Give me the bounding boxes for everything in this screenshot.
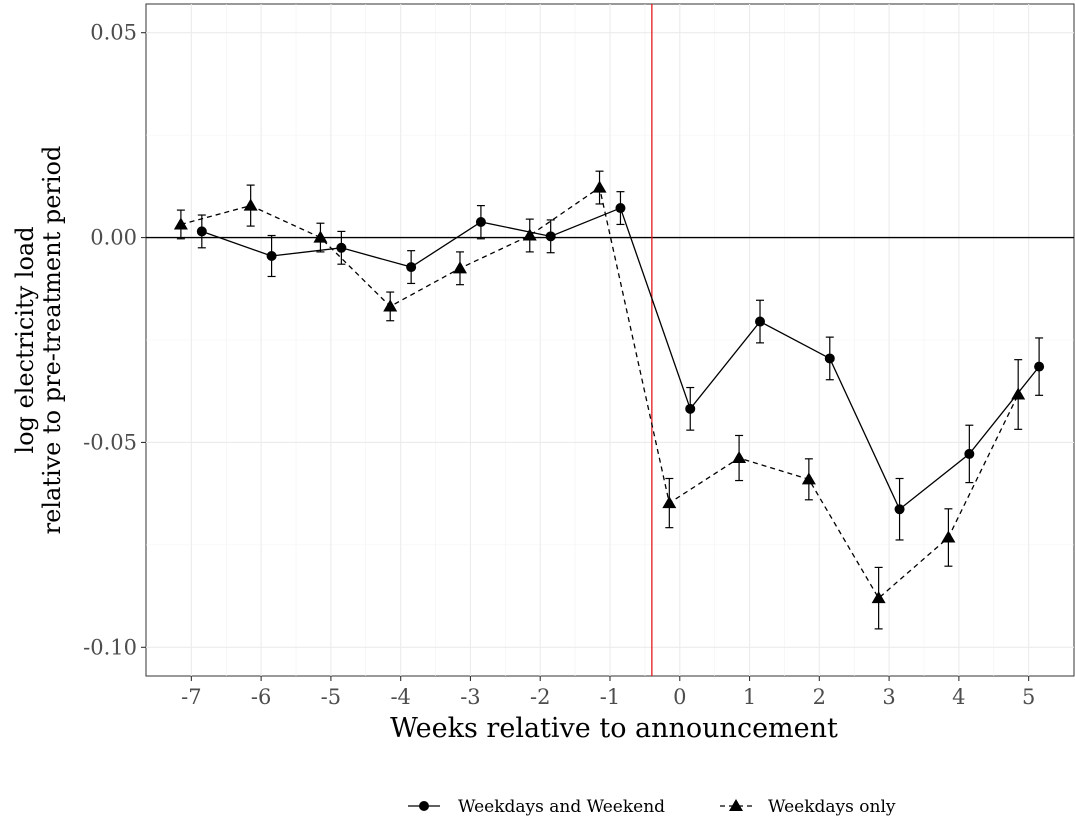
- data-point: [522, 228, 537, 241]
- data-point: [266, 251, 277, 261]
- y-axis-title-line2: relative to pre-treatment period: [38, 146, 66, 535]
- y-tick-label: 0.00: [90, 226, 137, 250]
- data-point: [871, 591, 886, 604]
- x-tick-label: -5: [321, 685, 341, 709]
- data-point: [452, 261, 467, 274]
- data-point: [475, 216, 486, 227]
- axis-layer: -7 -6 -5 -4 -3 -2 -1 0 1 2 3 4 5 0.05 0.00 -0.05 -0.10: [83, 21, 1035, 709]
- data-point: [1011, 387, 1026, 400]
- y-tick-label: -0.05: [83, 430, 137, 454]
- data-point: [196, 226, 207, 237]
- data-point: [243, 198, 258, 211]
- x-tick-label: -4: [390, 685, 410, 709]
- x-tick-label: 5: [1022, 685, 1035, 709]
- legend-label: Weekdays only: [768, 797, 896, 817]
- legend-item-triangle: Weekdays only: [720, 797, 896, 817]
- data-point: [1034, 361, 1045, 372]
- series-circle: [196, 191, 1045, 541]
- data-point: [592, 180, 607, 193]
- data-point: [755, 316, 766, 327]
- x-axis-title: Weeks relative to announcement: [390, 713, 838, 744]
- y-axis-title: log electricity load relative to pre-tre…: [11, 146, 66, 535]
- x-tick-label: 1: [743, 685, 756, 709]
- data-point: [406, 262, 417, 273]
- x-tick-label: 4: [952, 685, 965, 709]
- data-point: [941, 530, 956, 543]
- y-axis-title-line1: log electricity load: [11, 226, 39, 453]
- data-point: [964, 448, 975, 459]
- data-point: [732, 451, 747, 464]
- data-point: [383, 299, 398, 312]
- legend-label: Weekdays and Weekend: [458, 797, 665, 817]
- x-tick-label: 0: [673, 685, 686, 709]
- data-point: [801, 472, 816, 485]
- y-tick-label: -0.10: [83, 635, 137, 659]
- series-layer: [173, 170, 1045, 630]
- x-tick-label: 2: [813, 685, 826, 709]
- x-tick-label: 3: [882, 685, 895, 709]
- data-point: [685, 403, 696, 414]
- series-triangle: [173, 170, 1026, 630]
- data-point: [336, 242, 347, 253]
- data-point: [824, 353, 835, 364]
- data-point: [894, 504, 905, 515]
- data-point: [545, 231, 556, 242]
- data-point: [313, 230, 328, 243]
- x-tick-label: -6: [251, 685, 271, 709]
- reference-lines: [146, 4, 1074, 676]
- legend-marker: [729, 799, 743, 812]
- data-point: [662, 496, 677, 509]
- x-tick-label: -3: [460, 685, 480, 709]
- data-point: [173, 217, 188, 230]
- x-tick-label: -1: [600, 685, 620, 709]
- legend-item-circle: Weekdays and Weekend: [408, 797, 665, 817]
- data-point: [615, 203, 626, 214]
- legend: Weekdays and Weekend Weekdays only: [408, 797, 896, 817]
- y-tick-label: 0.05: [90, 21, 137, 45]
- x-tick-label: -2: [530, 685, 550, 709]
- legend-marker: [419, 801, 429, 811]
- x-tick-label: -7: [181, 685, 201, 709]
